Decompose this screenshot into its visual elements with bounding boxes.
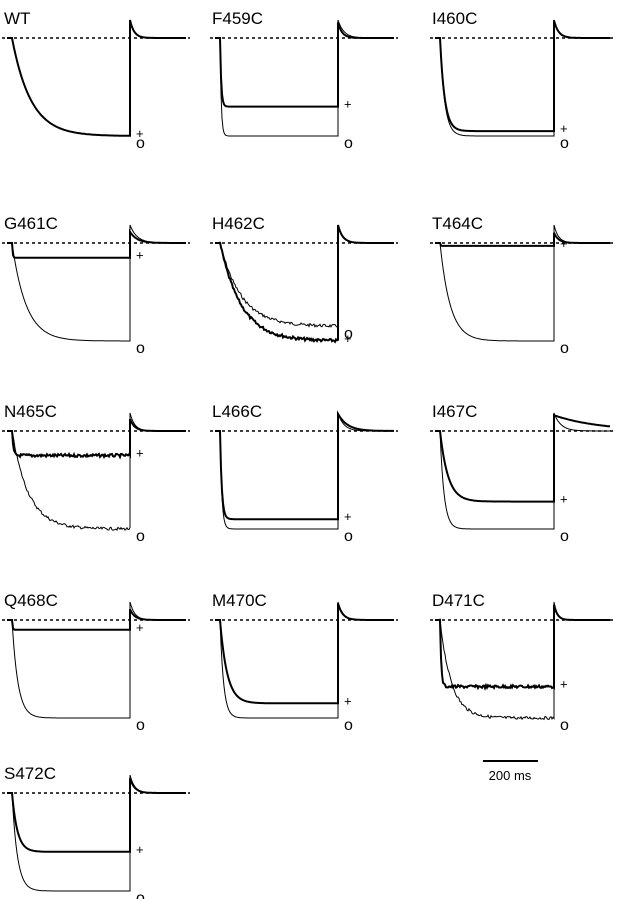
marker-circle: o — [136, 717, 145, 734]
marker-circle: o — [560, 340, 569, 357]
trace-plus — [435, 20, 610, 133]
panel-h462c: H462C o+ — [210, 214, 398, 346]
panel-label: WT — [4, 9, 30, 28]
marker-circle: o — [344, 135, 353, 152]
panel-q468c: Q468C o + — [2, 591, 190, 734]
panel-label: T464C — [432, 214, 483, 233]
trace-plus — [435, 413, 611, 503]
panel-l466c: L466C o + — [210, 402, 398, 545]
panel-label: N465C — [4, 402, 57, 421]
marker-plus: + — [136, 126, 144, 141]
marker-plus: + — [344, 693, 352, 708]
panel-wt: WT o+ — [2, 9, 190, 152]
marker-circle: o — [344, 528, 353, 545]
marker-circle: o — [344, 717, 353, 734]
marker-circle: o — [136, 528, 145, 545]
marker-circle: o — [136, 340, 145, 357]
trace-plus — [215, 22, 394, 108]
trace-plus — [7, 418, 186, 460]
trace-plus — [215, 410, 395, 521]
panel-i467c: I467C o + — [430, 402, 614, 545]
marker-plus: + — [344, 97, 352, 112]
trace-circle — [215, 226, 394, 328]
panel-d471c: D471C o + — [430, 591, 614, 734]
trace-plus — [7, 228, 186, 259]
scale-bar: 200 ms — [483, 760, 538, 783]
marker-plus: + — [560, 492, 568, 507]
scale-bar-label: 200 ms — [489, 768, 532, 783]
marker-plus: + — [560, 677, 568, 692]
panel-label: Q468C — [4, 591, 58, 610]
marker-plus: + — [136, 620, 144, 635]
panel-f459c: F459C o + — [210, 9, 398, 152]
marker-plus: + — [344, 331, 352, 346]
marker-plus: + — [136, 446, 144, 461]
marker-circle: o — [560, 528, 569, 545]
marker-circle: o — [136, 890, 145, 899]
marker-plus: + — [136, 842, 144, 857]
panel-i460c: I460C o+ — [430, 9, 614, 152]
marker-circle: o — [560, 717, 569, 734]
trace-plus — [215, 602, 394, 705]
panel-grid: WTo+F459Co+I460Co+G461Co+H462Co+T464Co+N… — [2, 9, 614, 899]
marker-plus: + — [136, 248, 144, 263]
panel-label: I467C — [432, 402, 477, 421]
panel-label: H462C — [212, 214, 265, 233]
marker-plus: + — [344, 509, 352, 524]
trace-plus — [7, 19, 186, 137]
trace-plus — [7, 777, 186, 853]
panel-n465c: N465C o + — [2, 402, 190, 545]
trace-plus — [7, 608, 186, 631]
marker-circle: o — [560, 135, 569, 152]
panel-m470c: M470C o + — [210, 591, 398, 734]
panel-label: I460C — [432, 9, 477, 28]
marker-plus: + — [560, 121, 568, 136]
panel-t464c: T464C o + — [430, 214, 614, 357]
trace-plus — [215, 224, 394, 344]
panel-label: D471C — [432, 591, 485, 610]
panel-label: M470C — [212, 591, 267, 610]
marker-circle: o — [344, 325, 353, 342]
panel-label: S472C — [4, 764, 56, 783]
trace-plus — [435, 604, 610, 691]
panel-label: G461C — [4, 214, 58, 233]
panel-label: F459C — [212, 9, 263, 28]
panel-s472c: S472C o + — [2, 764, 190, 899]
panel-g461c: G461C o + — [2, 214, 190, 357]
trace-plus — [435, 232, 610, 247]
trace-circle — [435, 412, 610, 530]
marker-plus: + — [560, 236, 568, 251]
marker-circle: o — [136, 135, 145, 152]
panel-label: L466C — [212, 402, 262, 421]
